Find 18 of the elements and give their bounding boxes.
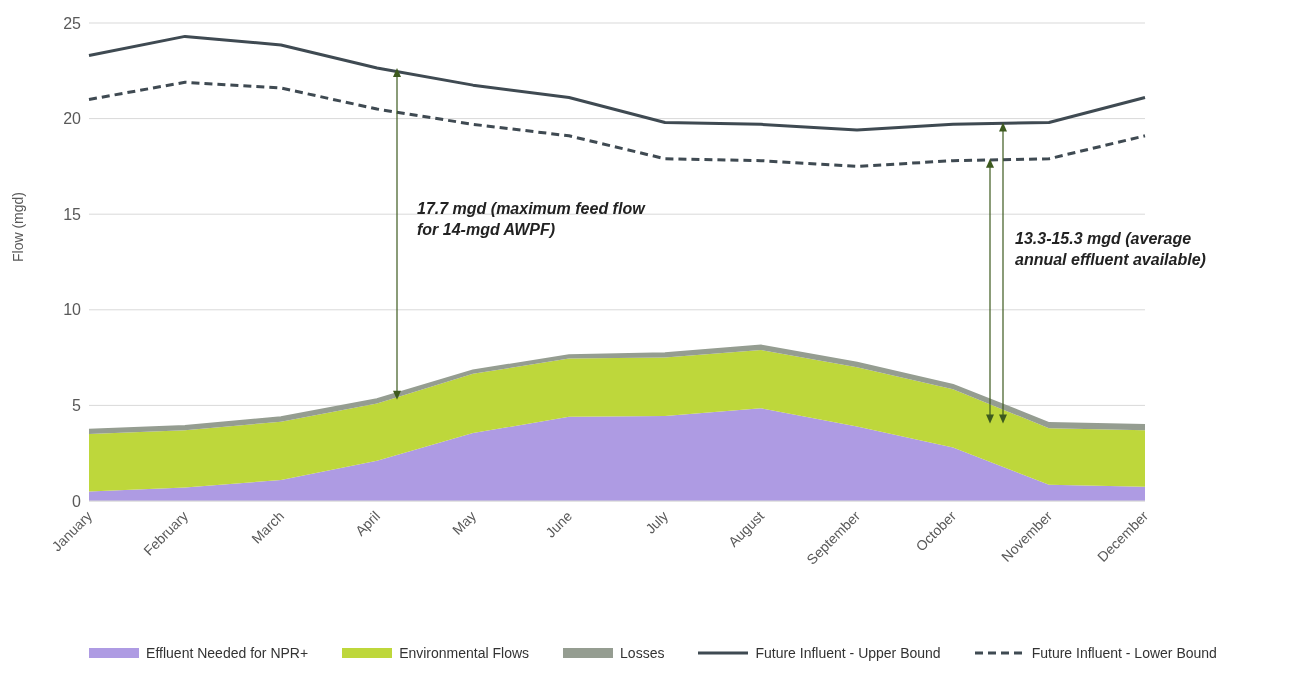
y-axis-title: Flow (mgd) xyxy=(9,191,26,262)
y-tick-label: 25 xyxy=(63,14,82,32)
legend-label: Environmental Flows xyxy=(399,645,530,661)
annotation: 13.3-15.3 mgd (average annual effluent available) xyxy=(1015,229,1207,270)
legend-label: Losses xyxy=(620,645,665,661)
y-tick-label: 5 xyxy=(72,397,82,415)
y-tick-label: 10 xyxy=(63,301,82,319)
annotation: 17.7 mgd (maximum feed flow for 14-mgd AWPF) xyxy=(417,199,647,240)
legend-label: Future Influent - Upper Bound xyxy=(755,645,941,661)
legend-label: Future Influent - Lower Bound xyxy=(1031,645,1217,661)
y-tick-label: 20 xyxy=(63,110,82,128)
x-tick-label: May xyxy=(449,507,480,538)
y-tick-label: 0 xyxy=(72,492,82,510)
x-tick-label: July xyxy=(642,507,672,537)
line-series xyxy=(87,34,1147,132)
line-series xyxy=(87,80,1147,168)
y-tick-label: 15 xyxy=(63,205,82,223)
legend-label: Effluent Needed for NPR+ xyxy=(146,645,309,661)
